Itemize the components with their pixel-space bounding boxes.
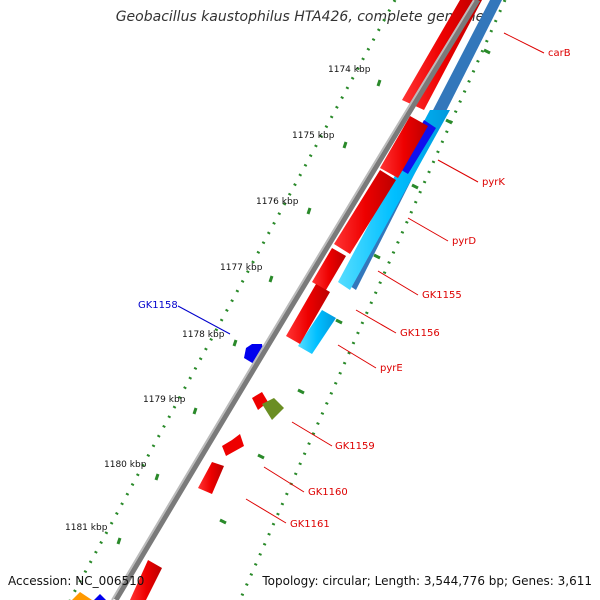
map-title: Geobacillus kaustophilus HTA426, complet…	[115, 9, 485, 25]
gene-label-carB[interactable]: carB	[548, 48, 571, 59]
gene-label-pyrE[interactable]: pyrE	[380, 363, 403, 374]
genome-backbone	[113, 0, 481, 600]
ruler-track-outer	[238, 0, 507, 600]
ruler-label: 1175 kbp	[292, 131, 335, 141]
ruler-label: 1176 kbp	[256, 197, 299, 207]
gene-labels: carB pyrK pyrD GK1155 GK1156 pyrE GK1158…	[138, 48, 571, 530]
gene-label-GK1161[interactable]: GK1161	[290, 519, 330, 530]
gene-blue-edge[interactable]	[94, 594, 106, 600]
gene-pyrD[interactable]	[334, 170, 396, 254]
gene-GK1161[interactable]	[130, 560, 162, 600]
ruler-major-ticks	[116, 79, 382, 545]
gene-pyrK[interactable]	[380, 116, 428, 178]
label-leaders	[245, 32, 545, 524]
ruler-label: 1180 kbp	[104, 460, 147, 470]
ruler-label: 1177 kbp	[220, 263, 263, 273]
gene-pyrK-cyan[interactable]	[338, 110, 450, 290]
accession-text: Accession: NC_006510	[8, 574, 145, 588]
gene-GK1156[interactable]	[286, 284, 330, 344]
gene-label-GK1160[interactable]: GK1160	[308, 487, 348, 498]
gene-pyrE-cyan[interactable]	[298, 310, 336, 354]
gene-GK1159b[interactable]	[222, 434, 244, 456]
ruler-track-inner	[68, 0, 397, 600]
gene-label-GK1155[interactable]: GK1155	[422, 290, 462, 301]
gene-label-GK1159[interactable]: GK1159	[335, 441, 375, 452]
genome-backbone-highlight	[111, 0, 475, 600]
ruler-labels: 1174 kbp 1175 kbp 1176 kbp 1177 kbp 1178…	[65, 65, 371, 533]
outer-track-dashes	[219, 48, 491, 525]
summary-text: Topology: circular; Length: 3,544,776 bp…	[262, 574, 592, 588]
gene-olive[interactable]	[262, 398, 284, 420]
ruler-label: 1179 kbp	[143, 395, 186, 405]
gene-GK1159[interactable]	[252, 392, 268, 410]
gene-label-GK1156[interactable]: GK1156	[400, 328, 440, 339]
gene-label-pyrD[interactable]: pyrD	[452, 236, 476, 247]
ruler-label: 1174 kbp	[328, 65, 371, 75]
gene-orange-edge[interactable]	[72, 592, 92, 600]
ruler-label: 1178 kbp	[182, 330, 225, 340]
gene-GK1160[interactable]	[198, 462, 224, 494]
gene-GK1155[interactable]	[312, 248, 346, 290]
gene-label-GK1158[interactable]: GK1158	[138, 300, 178, 311]
label-leader-GK1158	[177, 305, 231, 335]
ruler-label: 1181 kbp	[65, 523, 108, 533]
gene-label-pyrK[interactable]: pyrK	[482, 177, 505, 188]
